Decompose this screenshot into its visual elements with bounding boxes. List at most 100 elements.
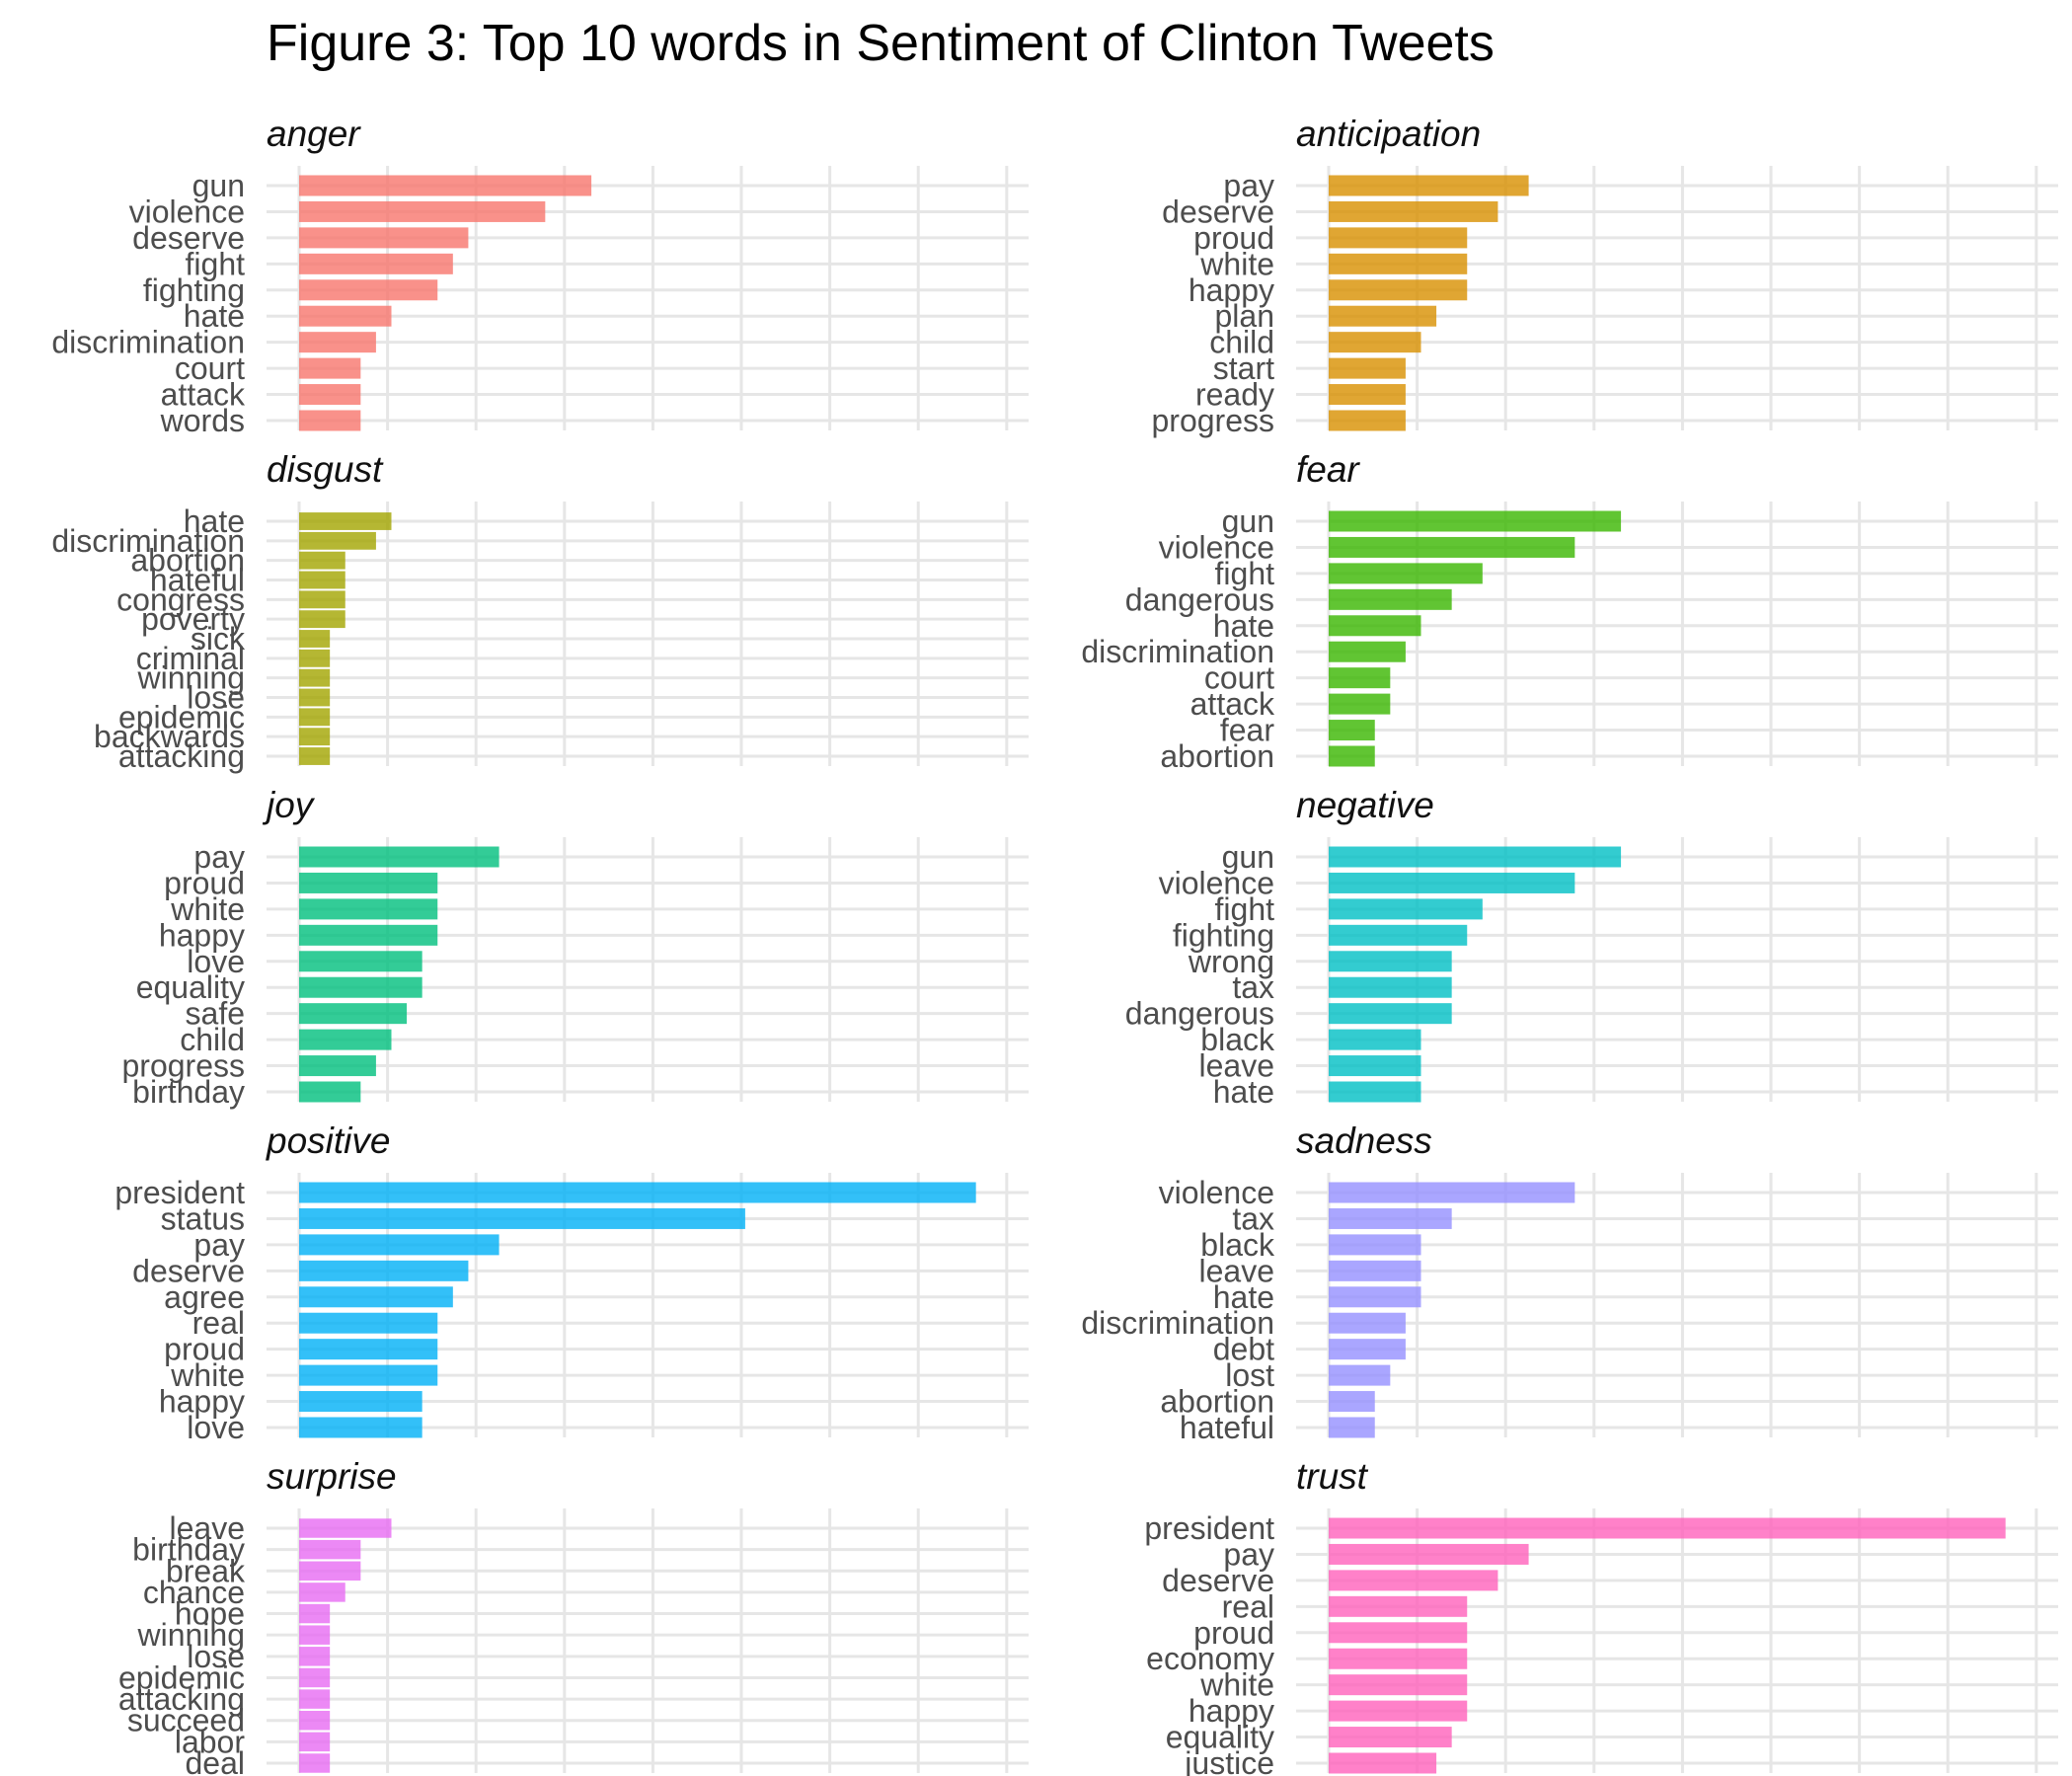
word-label: hateful: [150, 563, 245, 598]
bar-disgust-hate: [299, 512, 392, 530]
word-label: fight: [1215, 891, 1275, 927]
bar-negative-fight: [1329, 898, 1483, 920]
figure-title: Figure 3: Top 10 words in Sentiment of C…: [267, 15, 1495, 72]
bar-sadness-hate: [1329, 1286, 1421, 1308]
bar-joy-equality: [299, 976, 422, 998]
bar-joy-safe: [299, 1003, 408, 1025]
word-label: hate: [184, 503, 245, 539]
bar-anticipation-plan: [1329, 305, 1437, 327]
word-label: justice: [1184, 1745, 1274, 1776]
bar-trust-real: [1329, 1595, 1468, 1617]
word-label: fighting: [1173, 917, 1274, 953]
word-label: hate: [1213, 1074, 1274, 1110]
bar-sadness-black: [1329, 1234, 1421, 1256]
bar-anticipation-ready: [1329, 384, 1406, 406]
word-label: safe: [186, 996, 245, 1032]
word-label: leave: [1199, 1048, 1275, 1084]
word-label: criminal: [136, 641, 245, 676]
bar-anger-fight: [299, 253, 453, 274]
word-label: pay: [193, 1227, 245, 1263]
word-label: happy: [1189, 1693, 1274, 1729]
bar-surprise-attacking: [299, 1689, 331, 1709]
bar-fear-abortion: [1329, 745, 1375, 767]
word-label: black: [1200, 1227, 1275, 1263]
bar-trust-pay: [1329, 1543, 1529, 1565]
word-label: president: [1144, 1510, 1274, 1546]
word-label: pay: [1223, 168, 1274, 203]
word-label: discrimination: [1081, 1305, 1274, 1341]
bar-anticipation-start: [1329, 357, 1406, 379]
word-label: proud: [164, 865, 245, 900]
bar-disgust-discrimination: [299, 531, 376, 550]
word-label: violence: [1159, 1175, 1274, 1210]
word-label: violence: [1159, 865, 1274, 900]
bar-anger-court: [299, 357, 361, 379]
bar-surprise-lose: [299, 1647, 331, 1666]
bar-positive-pay: [299, 1234, 499, 1256]
bar-trust-economy: [1329, 1648, 1468, 1669]
word-label: tax: [1232, 969, 1274, 1005]
facet-title: anger: [267, 114, 361, 154]
word-label: discrimination: [51, 325, 245, 360]
word-label: deserve: [1162, 193, 1274, 229]
bar-fear-attack: [1329, 693, 1391, 715]
word-label: dangerous: [1125, 581, 1274, 617]
word-label: violence: [129, 193, 245, 229]
bar-trust-justice: [1329, 1752, 1437, 1774]
word-label: birthday: [132, 1074, 245, 1110]
word-label: hateful: [1180, 1410, 1274, 1445]
bar-trust-deserve: [1329, 1570, 1498, 1591]
word-label: gun: [1222, 503, 1274, 539]
word-label: child: [1209, 325, 1274, 360]
word-label: love: [187, 944, 245, 979]
word-label: epidemic: [118, 1660, 245, 1695]
word-label: backwards: [94, 719, 245, 754]
bar-joy-pay: [299, 846, 499, 868]
bar-joy-birthday: [299, 1081, 361, 1103]
facet-title: joy: [262, 785, 316, 825]
bar-negative-leave: [1329, 1055, 1421, 1077]
bar-surprise-hope: [299, 1603, 331, 1624]
word-label: start: [1213, 350, 1274, 386]
bar-disgust-congress: [299, 590, 345, 609]
facet-anger: anger gunviolencedeservefightfightinghate…: [51, 114, 1029, 438]
word-label: happy: [1189, 272, 1274, 308]
word-label: deserve: [1162, 1563, 1274, 1598]
facet-positive: positive presidentstatuspaydeserveagreere…: [115, 1120, 1029, 1445]
word-label: ready: [1195, 377, 1274, 413]
bar-surprise-birthday: [299, 1539, 361, 1560]
word-label: proud: [164, 1332, 245, 1367]
word-label: court: [1204, 660, 1274, 696]
word-label: fear: [1220, 713, 1274, 748]
bar-sadness-tax: [1329, 1207, 1452, 1229]
word-label: dangerous: [1125, 996, 1274, 1032]
word-label: progress: [122, 1048, 246, 1084]
word-label: epidemic: [118, 699, 245, 734]
bar-disgust-epidemic: [299, 708, 331, 727]
word-label: sick: [191, 621, 246, 656]
word-label: real: [192, 1305, 245, 1341]
word-label: violence: [1159, 529, 1274, 565]
bar-positive-president: [299, 1182, 976, 1203]
bar-surprise-break: [299, 1561, 361, 1582]
facet-title: surprise: [267, 1456, 397, 1497]
word-label: lose: [187, 1639, 245, 1674]
word-label: attacking: [118, 738, 245, 774]
bar-disgust-poverty: [299, 610, 345, 629]
bar-anticipation-white: [1329, 253, 1468, 274]
bar-anticipation-happy: [1329, 279, 1468, 301]
facet-fear: feargunviolencefightdangeroushatediscrim…: [1081, 449, 2058, 774]
bar-joy-proud: [299, 872, 438, 893]
bar-trust-proud: [1329, 1622, 1468, 1644]
word-label: debt: [1213, 1332, 1274, 1367]
facet-joy: joypayproudwhitehappyloveequalitysafechi…: [122, 785, 1029, 1110]
bar-anger-fighting: [299, 279, 438, 301]
facet-title: disgust: [267, 449, 384, 490]
facet-negative: negative gunviolencefightfightingwrongtax…: [1125, 785, 2058, 1110]
word-label: equality: [1166, 1720, 1274, 1755]
word-label: fight: [186, 246, 246, 281]
bar-disgust-abortion: [299, 551, 345, 570]
bar-anger-attack: [299, 384, 361, 406]
word-label: leave: [1199, 1253, 1275, 1288]
